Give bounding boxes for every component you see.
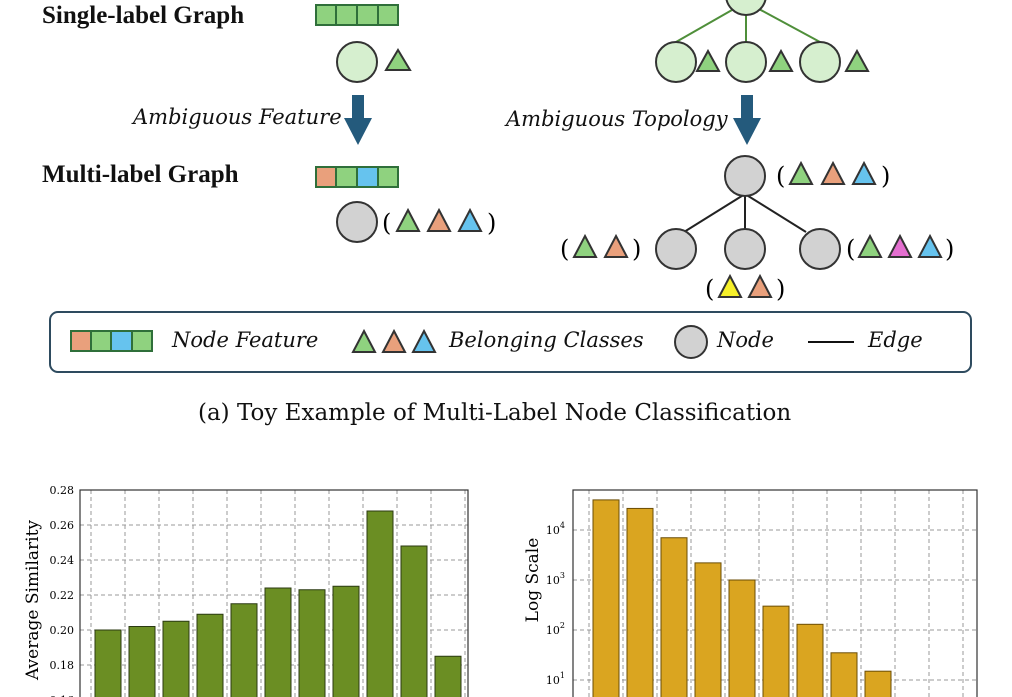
arrow-down-icon [733,95,761,145]
ambiguous-feature-label: Ambiguous Feature [133,105,342,129]
y-axis-label: Log Scale [523,538,543,623]
svg-text:): ) [945,235,954,263]
bar [626,507,654,697]
multi-label-node [336,201,378,243]
y-tick-label: 0.18 [50,659,75,672]
svg-text:(: ( [846,235,855,263]
y-tick-label: 103 [546,571,565,587]
bar [434,655,462,697]
similarity-chart: Average Similarity 0.16 0.18 0.20 0.22 0.24 0… [23,484,469,697]
bar [196,613,224,697]
arrow-down-icon [344,95,372,145]
toy-example-diagram: ( ) ( ) ( ) [315,0,954,303]
log-scale-chart: Log Scale 101 102 103 104 [523,489,978,697]
class-triangle-green [384,48,412,71]
bar [694,562,722,697]
y-axis-label: Average Similarity [23,520,43,681]
bar [864,670,892,697]
bar [762,605,790,697]
single-label-feature-vector [315,4,399,26]
single-label-node [336,41,378,83]
bar [230,603,258,697]
bar [796,623,824,697]
legend-node-icon [674,325,708,359]
bar [592,499,620,697]
multi-label-topology-graph: ( ) ( ) ( ) ( ) [560,155,954,303]
svg-text:): ) [881,162,890,190]
legend: Node Feature Belonging Classes Node Edge [49,311,972,373]
bar [264,587,292,697]
multi-label-graph-title: Multi-label Graph [42,161,239,188]
bar [400,545,428,697]
bar [298,589,326,697]
single-label-graph-title: Single-label Graph [42,2,245,29]
multi-label-feature-vector [315,166,399,188]
legend-node-label: Node [717,328,774,352]
legend-node-feature-label: Node Feature [172,328,319,352]
bar [830,652,858,697]
y-tick-label: 104 [546,521,565,537]
y-tick-label: 0.28 [50,484,75,497]
svg-text:(: ( [705,275,714,303]
class-triangle-green [395,207,421,232]
svg-text:(: ( [776,162,785,190]
svg-text:(: ( [382,209,391,237]
class-triangle-blue [457,207,483,232]
bar [660,537,688,697]
bar [366,510,394,697]
bar [94,629,122,697]
class-triangle-salmon [426,207,452,232]
legend-edge-label: Edge [868,328,923,352]
legend-belonging-classes-label: Belonging Classes [449,328,644,352]
y-tick-label: 101 [546,671,565,687]
figure-caption-a: (a) Toy Example of Multi-Label Node Clas… [198,400,792,426]
ambiguous-topology-label: Ambiguous Topology [506,107,728,131]
bar [162,620,190,697]
y-tick-label: 0.16 [50,694,75,697]
plot-frame [572,489,978,697]
svg-text:): ) [632,235,641,263]
bar [128,626,156,697]
y-tick-label: 0.24 [50,554,75,567]
y-tick-label: 0.22 [50,589,75,602]
y-tick-label: 0.20 [50,624,75,637]
bar [332,585,360,697]
legend-feature-swatch [70,330,153,352]
single-label-topology-graph [655,0,870,83]
y-tick-label: 0.26 [50,519,75,532]
svg-text:): ) [487,209,496,237]
bar [728,579,756,697]
svg-text:(: ( [560,235,569,263]
legend-class-triangles [351,328,437,353]
y-tick-label: 102 [546,621,565,637]
charts-area: Average Similarity 0.16 0.18 0.20 0.22 0.24 0… [23,484,978,697]
plot-frame [79,489,469,697]
svg-text:): ) [776,275,785,303]
